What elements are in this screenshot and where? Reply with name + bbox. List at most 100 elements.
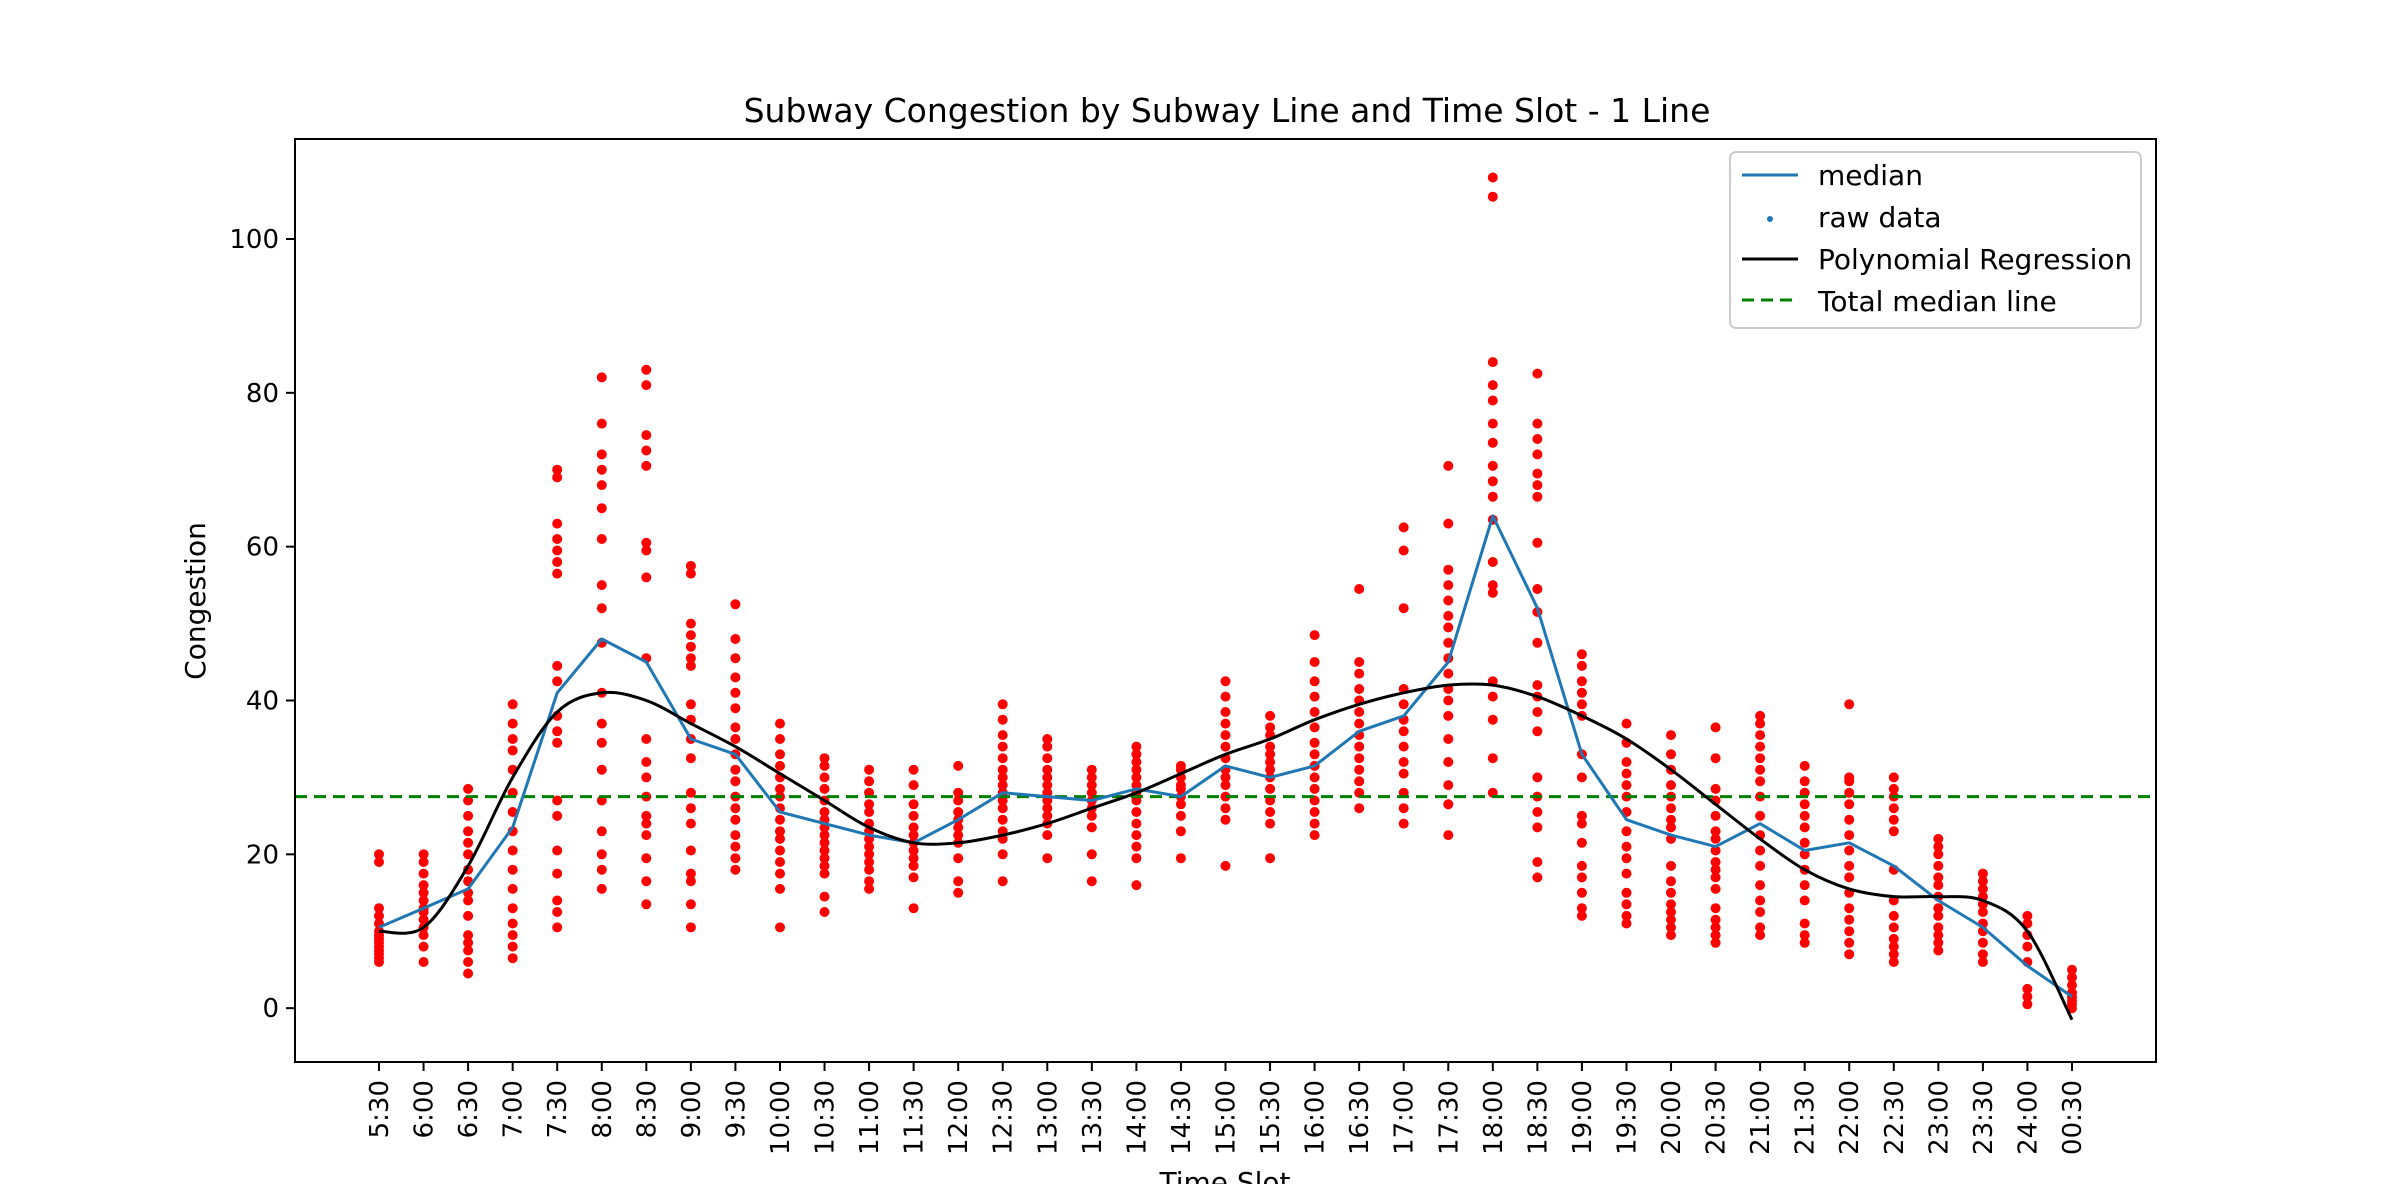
x-tick-label: 10:30	[811, 1080, 841, 1155]
raw-data-point	[953, 822, 964, 833]
raw-data-point	[819, 760, 830, 771]
raw-data-point	[507, 845, 518, 856]
x-tick-label: 00:30	[2058, 1080, 2088, 1155]
raw-data-point	[997, 730, 1008, 741]
legend-total-median-label: Total median line	[1817, 285, 2057, 318]
raw-data-point	[775, 883, 785, 894]
raw-data-point	[418, 880, 429, 891]
raw-data-point	[685, 641, 696, 652]
raw-data-point	[596, 764, 607, 775]
raw-data-point	[1621, 768, 1632, 779]
raw-data-point	[1710, 922, 1721, 933]
raw-data-point	[864, 776, 875, 787]
raw-data-point	[1888, 783, 1899, 794]
legend: median raw data Polynomial Regression To…	[1729, 151, 2142, 329]
raw-data-point	[1933, 937, 1944, 948]
raw-data-point	[2022, 983, 2033, 994]
raw-data-point	[685, 922, 696, 933]
raw-data-point	[1710, 857, 1721, 867]
raw-data-point	[507, 745, 518, 756]
raw-data-point	[1354, 584, 1365, 594]
raw-data-point	[1220, 803, 1231, 814]
raw-data-point	[685, 630, 696, 641]
raw-data-point	[1933, 930, 1944, 941]
y-axis-label: Congestion	[179, 522, 212, 680]
raw-data-point	[1576, 872, 1587, 883]
raw-data-point	[1042, 753, 1053, 764]
raw-data-point	[1532, 368, 1543, 379]
raw-data-point	[1710, 753, 1721, 764]
raw-data-point	[1666, 922, 1676, 933]
raw-data-point	[507, 930, 518, 941]
raw-data-point	[1977, 937, 1988, 948]
raw-data-point	[953, 760, 964, 771]
raw-data-point	[1265, 710, 1276, 721]
raw-data-point	[1710, 914, 1721, 925]
raw-data-point	[1309, 691, 1320, 702]
x-axis-label: Time Slot	[1158, 1166, 1290, 1184]
raw-data-point	[908, 853, 919, 864]
raw-data-point	[1977, 949, 1988, 960]
raw-data-point	[864, 799, 875, 810]
raw-data-point	[864, 864, 875, 875]
x-tick-label: 13:30	[1078, 1080, 1108, 1155]
raw-data-point	[1042, 734, 1053, 744]
raw-data-point	[552, 534, 563, 544]
x-tick-label: 23:30	[1969, 1080, 1999, 1155]
raw-data-point	[1888, 803, 1899, 814]
raw-data-point	[997, 803, 1008, 814]
raw-data-point	[507, 699, 518, 710]
raw-data-point	[1309, 772, 1320, 783]
x-tick-label: 14:00	[1122, 1080, 1152, 1155]
raw-data-point	[1755, 895, 1766, 906]
raw-data-point	[908, 860, 919, 871]
raw-data-point	[1710, 903, 1721, 914]
raw-data-point	[730, 864, 741, 875]
raw-data-point	[552, 845, 563, 856]
raw-data-point	[819, 772, 830, 783]
raw-data-point	[596, 849, 607, 860]
raw-data-point	[1086, 772, 1097, 783]
raw-data-point	[1844, 860, 1855, 871]
raw-data-point	[1844, 926, 1855, 937]
raw-data-point	[685, 876, 696, 887]
raw-data-point	[1532, 822, 1543, 833]
raw-data-point	[1443, 780, 1454, 791]
raw-data-point	[908, 764, 919, 775]
raw-data-point	[1309, 630, 1320, 641]
raw-data-point	[1576, 810, 1587, 821]
raw-data-point	[685, 560, 696, 571]
raw-data-point	[1844, 914, 1855, 925]
raw-data-point	[1532, 434, 1543, 444]
raw-data-point	[1309, 657, 1320, 667]
raw-data-point	[730, 841, 741, 852]
raw-data-point	[463, 810, 474, 821]
raw-data-point	[1309, 807, 1320, 817]
raw-data-point	[953, 807, 964, 817]
raw-data-point	[596, 449, 607, 460]
x-tick-label: 13:00	[1033, 1080, 1063, 1155]
x-tick-label: 14:30	[1167, 1080, 1197, 1155]
raw-data-point	[1443, 622, 1454, 633]
raw-data-point	[1131, 807, 1142, 817]
raw-data-point	[1532, 584, 1543, 594]
x-tick-label: 8:30	[632, 1080, 662, 1138]
y-axis-ticks: 0 20 40 60 80 100	[229, 225, 295, 1024]
raw-data-point	[1443, 757, 1454, 767]
raw-data-point	[1755, 860, 1766, 871]
x-tick-label: 12:30	[989, 1080, 1019, 1155]
raw-data-point	[819, 753, 830, 764]
raw-data-point	[775, 845, 785, 856]
raw-data-point	[641, 380, 652, 391]
raw-data-point	[463, 930, 474, 941]
raw-data-point	[864, 883, 875, 894]
raw-data-point	[1443, 580, 1454, 591]
raw-data-point	[1086, 876, 1097, 887]
raw-data-point	[1844, 814, 1855, 825]
raw-data-point	[1220, 718, 1231, 729]
raw-data-point	[1487, 753, 1498, 764]
raw-data-point	[1621, 718, 1632, 729]
raw-data-point	[463, 945, 474, 956]
raw-data-point	[1220, 676, 1231, 687]
raw-data-point	[1354, 764, 1365, 775]
